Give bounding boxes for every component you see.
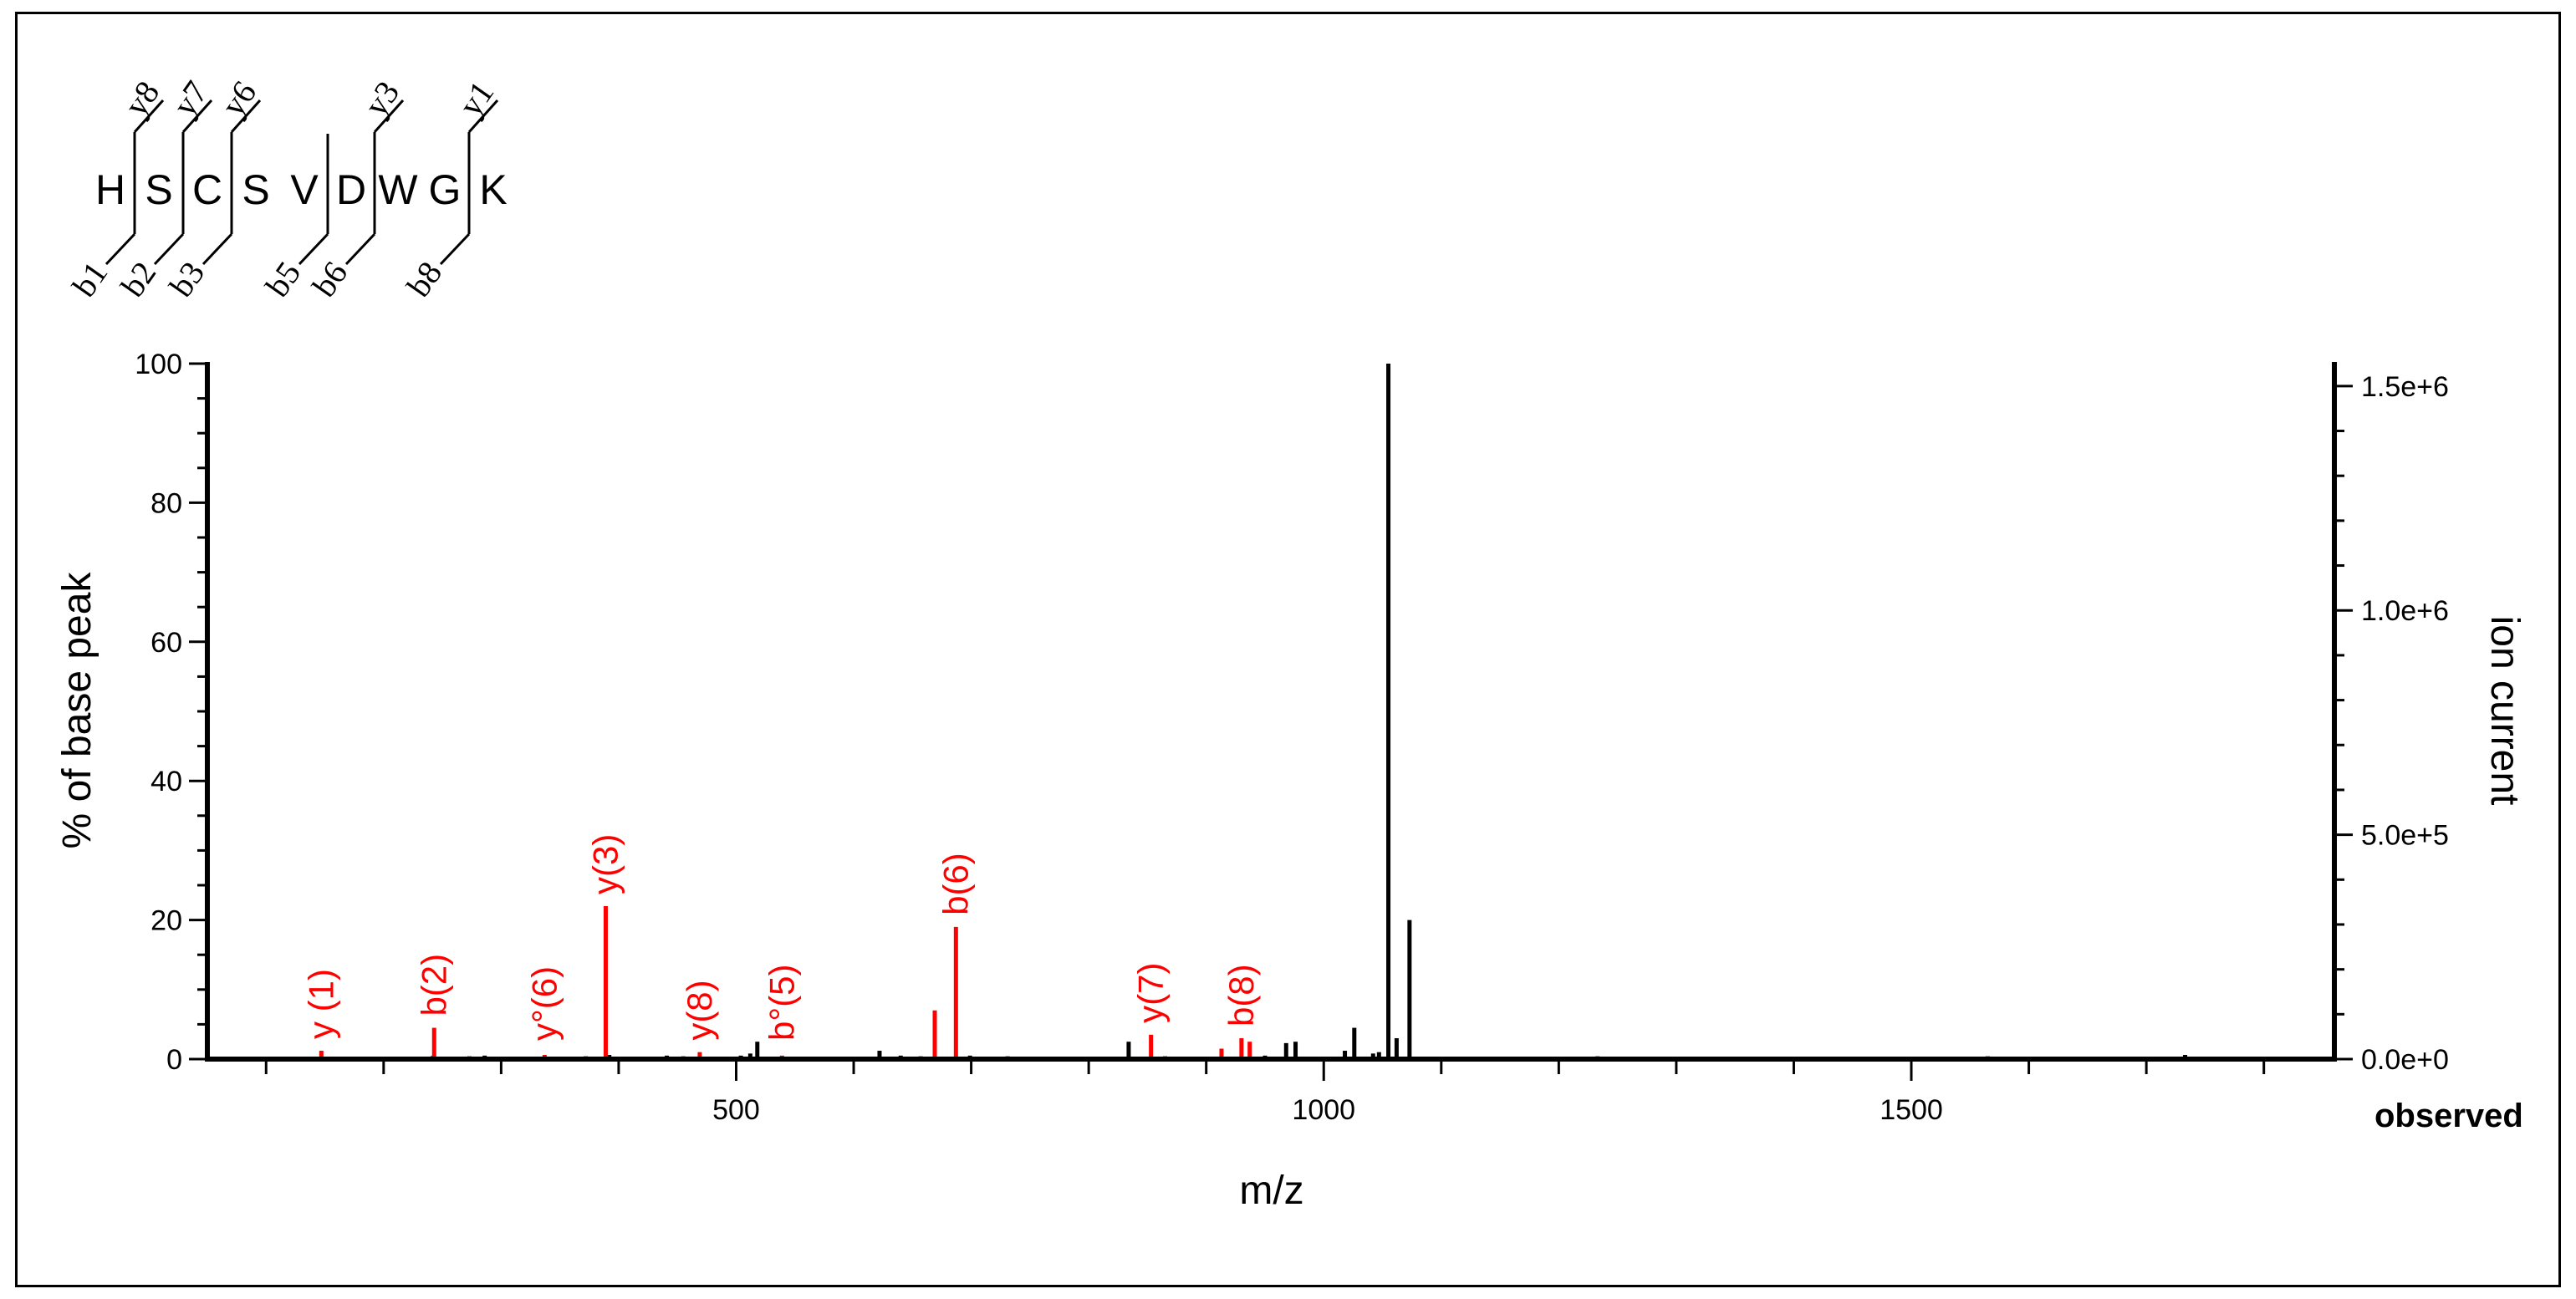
- peak-label: b°(5): [762, 965, 801, 1042]
- y-fragment-hook: [133, 99, 165, 134]
- peak-label: y°(6): [524, 966, 564, 1041]
- y-fragment-label: y8: [117, 74, 167, 124]
- b-fragment-hook: [105, 232, 136, 266]
- peak-label: b(8): [1222, 964, 1261, 1026]
- observed-label: observed: [2375, 1098, 2523, 1134]
- peak-label: y(3): [585, 834, 625, 894]
- b-fragment-hook: [153, 232, 185, 266]
- x-tick-label: 1500: [1880, 1094, 1943, 1126]
- b-fragment-hook: [439, 232, 471, 266]
- figure-frame: [15, 12, 2561, 1287]
- x-tick-label: 1000: [1292, 1094, 1355, 1126]
- y-fragment-label: y3: [357, 74, 407, 124]
- sequence-residue: S: [145, 166, 172, 213]
- peak-label: b(6): [936, 853, 975, 915]
- b-fragment-hook: [344, 232, 376, 266]
- peak-labels: y (1) b(2) y°(6) y(3) y(8) b°(5) b(6) y(7) b(8): [301, 834, 1261, 1041]
- y-fragment-hook: [373, 99, 405, 134]
- y-tick-label: 80: [150, 487, 182, 519]
- y-tick-label: 0: [166, 1044, 182, 1076]
- y2-tick-label: 1.0e+6: [2361, 595, 2449, 627]
- peak-label: y(8): [680, 980, 719, 1040]
- y-fragment-hook: [181, 99, 213, 134]
- sequence-residue: K: [479, 166, 507, 213]
- x-axis-title: m/z: [1239, 1169, 1303, 1213]
- y-tick-label: 40: [150, 766, 182, 797]
- y-tick-label: 100: [135, 349, 182, 380]
- sequence-residue: H: [95, 166, 125, 213]
- peak-label: y(7): [1131, 963, 1171, 1023]
- sequence-residue: D: [336, 166, 366, 213]
- sequence-residue: C: [192, 166, 222, 213]
- peak-label: y (1): [301, 969, 340, 1039]
- peak-label: b(2): [414, 954, 453, 1016]
- y2-axis-title: ion current: [2482, 616, 2527, 806]
- y2-tick-label: 0.0e+0: [2361, 1044, 2449, 1076]
- sequence-residue: V: [290, 166, 319, 213]
- b-fragment-hook: [298, 232, 329, 266]
- x-tick-label: 500: [712, 1094, 760, 1126]
- y2-tick-label: 5.0e+5: [2361, 820, 2449, 852]
- sequence-residue: W: [378, 166, 418, 213]
- unmatched-peaks: [393, 364, 2187, 1059]
- axes: 500 1000 1500 0 20 40 60 80 100 0.0e+0 5.0e+5 1.0e+…: [135, 349, 2449, 1126]
- y-fragment-label: y7: [166, 74, 216, 124]
- y2-tick-label: 1.5e+6: [2361, 371, 2449, 403]
- y-fragment-label: y1: [451, 74, 502, 124]
- sequence-residue: G: [429, 166, 462, 213]
- y-tick-label: 60: [150, 627, 182, 659]
- y-fragment-hook: [230, 99, 262, 134]
- y-axis-title: % of base peak: [55, 572, 99, 849]
- y-tick-label: 20: [150, 905, 182, 937]
- sequence-residue: S: [242, 166, 269, 213]
- y-fragment-label: y6: [214, 74, 264, 124]
- y-fragment-hook: [467, 99, 499, 134]
- b-fragment-hook: [201, 232, 233, 266]
